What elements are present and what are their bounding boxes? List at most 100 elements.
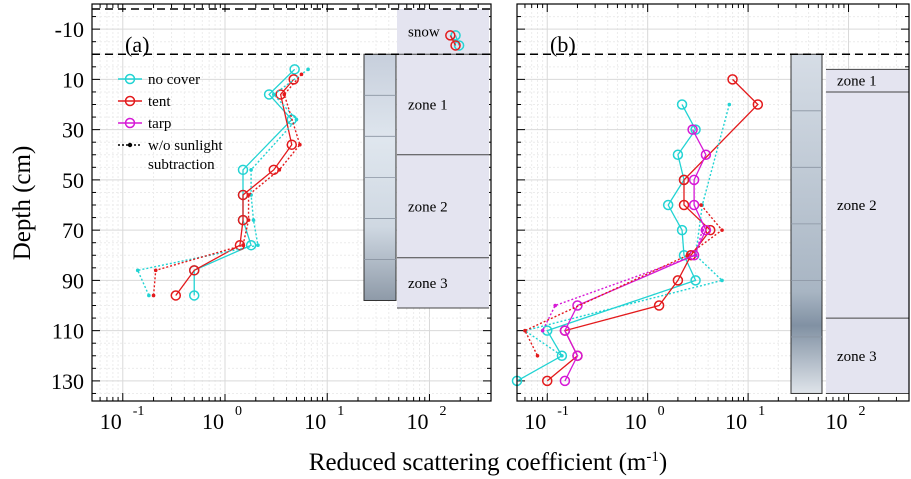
plot-frame [516, 3, 910, 402]
series-line-tent [175, 78, 295, 296]
data-point-marker [727, 74, 738, 85]
data-point-dot [151, 293, 156, 298]
legend-label: no cover [148, 72, 200, 88]
data-point-dot [282, 92, 287, 97]
y-tick-label: 30 [62, 118, 84, 143]
x-tick-exponent: 1 [758, 404, 765, 419]
x-tick-exponent: -1 [557, 404, 569, 419]
data-point-dot [251, 218, 256, 222]
data-point-dot [693, 253, 698, 258]
data-point-marker [188, 265, 200, 276]
data-point-dot [147, 293, 151, 298]
data-point-marker [687, 124, 698, 135]
y-tick-label: 50 [62, 168, 84, 193]
data-point-marker [688, 199, 700, 211]
y-axis-label: Depth (cm) [9, 146, 36, 261]
data-point-dot [249, 168, 253, 172]
y-tick-label: 10 [62, 67, 84, 92]
panel-label: (b) [550, 32, 576, 57]
data-point-marker [450, 40, 461, 51]
data-point-marker [678, 174, 690, 186]
x-tick-label: 10 [524, 409, 546, 434]
y-tick-label: 130 [51, 369, 84, 394]
data-point-dot [700, 228, 705, 232]
x-tick-label: 10 [826, 409, 848, 434]
data-point-marker [700, 149, 712, 161]
x-tick-label: 10 [100, 409, 122, 434]
zone-label-zone-1: zone 1 [837, 73, 877, 89]
series-line-tent [524, 204, 724, 357]
y-tick-label: -10 [55, 17, 84, 42]
legend-marker [124, 117, 136, 129]
data-point-dot [135, 268, 140, 273]
data-point-marker [556, 350, 568, 362]
series-line-no-cover [516, 104, 697, 382]
data-point-marker [559, 375, 571, 387]
x-tick-label: 10 [725, 409, 747, 434]
legend-marker [124, 95, 136, 107]
x-axis-label: Reduced scattering coefficient (m-1) [309, 449, 667, 476]
data-point-dot [298, 142, 302, 147]
data-point-marker [690, 275, 701, 286]
data-point-dot [699, 203, 703, 207]
data-point-marker [445, 30, 456, 41]
series-line-tent [152, 73, 303, 296]
data-point-dot [271, 92, 276, 97]
legend-label: tent [148, 94, 171, 110]
x-tick-label: 10 [202, 409, 224, 434]
series-line-tarp [564, 129, 707, 382]
x-tick-exponent: 0 [235, 404, 242, 419]
data-point-dot [553, 303, 557, 308]
zone-shading [826, 69, 909, 394]
panel-b: zone 1 zone 2 zone 3 10 -1 10 0 10 1 10 2 (b) [511, 3, 910, 434]
data-point-marker [453, 40, 465, 51]
x-tick-exponent: 1 [337, 404, 344, 419]
x-tick-exponent: 0 [658, 404, 665, 419]
data-point-marker [188, 290, 200, 301]
data-point-marker [286, 139, 298, 150]
data-point-marker [676, 224, 688, 236]
plot-frame [91, 3, 492, 402]
data-point-dot [727, 102, 732, 107]
data-point-dot [540, 328, 545, 333]
data-point-dot [523, 328, 527, 333]
series-line-tent [449, 35, 457, 46]
data-point-marker [572, 300, 583, 311]
series-line-no-cover [523, 104, 730, 357]
data-point-marker [678, 199, 690, 211]
series-line-tarp [542, 229, 703, 331]
zone-label-zone-2: zone 2 [408, 199, 448, 215]
data-point-dot [241, 243, 245, 248]
legend-marker [127, 142, 133, 148]
data-point-dot [685, 253, 690, 258]
panel-a: snow zone 1 zone 2 zone 3 10 -1 10 0 10 1 10 2 (a) [91, 3, 492, 434]
legend-label: w/o sunlight [148, 138, 223, 154]
x-tick-exponent: 2 [859, 404, 866, 419]
data-point-dot [256, 243, 260, 248]
zone-label-zone-3: zone 3 [408, 276, 448, 292]
x-tick-label: 10 [625, 409, 647, 434]
data-point-dot [720, 228, 724, 232]
panel-label: (a) [125, 32, 149, 57]
data-point-marker [688, 174, 700, 186]
zone-label-zone-3: zone 3 [837, 349, 877, 365]
x-tick-label: 10 [406, 409, 428, 434]
data-point-marker [572, 350, 583, 362]
legend-label: tarp [148, 116, 171, 132]
data-point-dot [720, 278, 724, 283]
data-point-marker [289, 64, 300, 75]
data-point-marker [672, 275, 684, 286]
data-point-marker [653, 300, 665, 311]
y-tick-label: 90 [62, 268, 84, 293]
x-tick-exponent: 2 [439, 404, 446, 419]
data-point-marker [237, 164, 249, 176]
zone-label-zone-1: zone 1 [408, 98, 448, 114]
data-point-marker [559, 325, 571, 336]
data-point-dot [246, 193, 251, 197]
x-tick-label: 10 [304, 409, 326, 434]
zone-label-zone-2: zone 2 [837, 198, 877, 214]
data-point-marker [688, 250, 700, 261]
x-tick-exponent: -1 [133, 404, 145, 419]
